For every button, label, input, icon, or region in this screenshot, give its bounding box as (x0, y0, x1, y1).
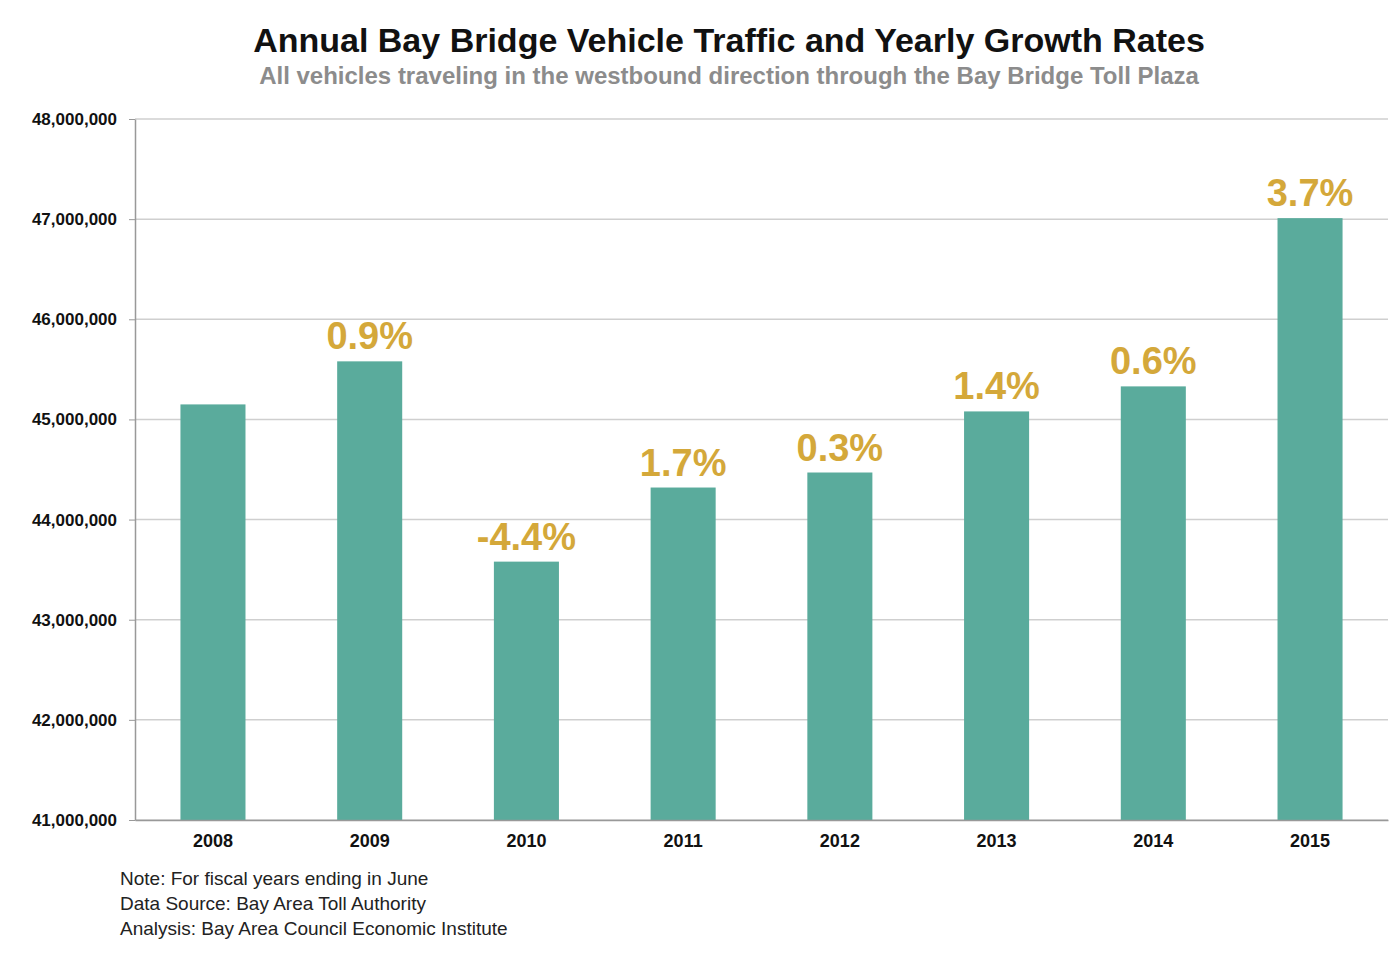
note: Analysis: Bay Area Council Economic Inst… (120, 918, 508, 939)
y-tick-label: 48,000,000 (32, 110, 117, 129)
x-tick-label: 2014 (1133, 831, 1173, 851)
growth-labels: 0.9% -4.4% 1.7% 0.3% 1.4% 0.6% 3.7% (326, 172, 1353, 557)
y-tick-label: 46,000,000 (32, 310, 117, 329)
x-tick-label: 2011 (664, 831, 703, 851)
x-tick-label: 2015 (1290, 831, 1330, 851)
y-tick: 44,000,000 (32, 511, 135, 530)
x-tick-label: 2010 (506, 831, 546, 851)
x-axis-line (136, 820, 1389, 822)
bar (807, 473, 872, 820)
grid-line (135, 118, 1388, 120)
y-tick-mark (129, 319, 135, 320)
growth-label: 1.7% (640, 442, 727, 484)
growth-label: 0.6% (1110, 340, 1197, 382)
y-tick: 46,000,000 (32, 310, 135, 329)
bar (180, 404, 245, 820)
note: Note: For fiscal years ending in June (120, 868, 428, 889)
y-tick: 43,000,000 (32, 611, 135, 630)
grid (135, 119, 1388, 820)
notes: Note: For fiscal years ending in June Dat… (120, 868, 508, 939)
x-tick: 2008 (193, 820, 233, 851)
subtitle: All vehicles traveling in the westbound … (259, 62, 1199, 89)
bar (494, 562, 559, 820)
y-tick-label: 44,000,000 (32, 511, 117, 530)
y-tick: 45,000,000 (32, 410, 135, 429)
y-tick-mark (129, 620, 135, 621)
y-axis-line (135, 120, 137, 821)
y-tick-mark (129, 419, 135, 420)
growth-label: -4.4% (477, 516, 576, 558)
grid-line (135, 819, 1388, 821)
x-tick-label: 2009 (350, 831, 390, 851)
y-tick-label: 43,000,000 (32, 611, 117, 630)
x-tick-label: 2012 (820, 831, 860, 851)
y-tick: 42,000,000 (32, 711, 135, 730)
x-tick-label: 2013 (977, 831, 1017, 851)
x-tick: 2011 (664, 820, 703, 851)
growth-label: 1.4% (953, 365, 1040, 407)
y-tick-label: 47,000,000 (32, 210, 117, 229)
x-tick: 2014 (1133, 820, 1173, 851)
x-tick-label: 2008 (193, 831, 233, 851)
grid-line (135, 319, 1388, 321)
x-tick: 2009 (350, 820, 390, 851)
growth-label: 3.7% (1267, 172, 1354, 214)
plot: 41,000,000 42,000,000 43,000,000 44,000,000… (32, 110, 1389, 851)
bar (651, 488, 716, 820)
y-tick-mark (129, 820, 135, 821)
growth-label: 0.3% (797, 427, 884, 469)
note: Data Source: Bay Area Toll Authority (120, 893, 426, 914)
bar (337, 361, 402, 820)
y-tick-mark (129, 219, 135, 220)
chart: Annual Bay Bridge Vehicle Traffic and Ye… (0, 0, 1400, 953)
title: Annual Bay Bridge Vehicle Traffic and Ye… (253, 21, 1205, 59)
x-tick: 2015 (1290, 820, 1330, 851)
bar (1278, 218, 1343, 820)
y-tick: 41,000,000 (32, 811, 135, 830)
x-tick: 2012 (820, 820, 860, 851)
y-tick-mark (129, 720, 135, 721)
y-tick-mark (129, 520, 135, 521)
y-tick: 48,000,000 (32, 110, 135, 129)
y-tick-label: 41,000,000 (32, 811, 117, 830)
x-axis: 2008 2009 2010 2011 2012 2013 2014 2015 (136, 820, 1389, 851)
y-tick: 47,000,000 (32, 210, 135, 229)
x-tick: 2010 (506, 820, 546, 851)
grid-line (135, 218, 1388, 220)
y-tick-label: 45,000,000 (32, 410, 117, 429)
bar (964, 411, 1029, 820)
y-tick-label: 42,000,000 (32, 711, 117, 730)
growth-label: 0.9% (326, 315, 413, 357)
bars (180, 218, 1342, 820)
bar (1121, 386, 1186, 820)
grid-line (135, 719, 1388, 721)
grid-line (135, 619, 1388, 621)
y-tick-mark (129, 119, 135, 120)
grid-line (135, 419, 1388, 421)
y-axis: 41,000,000 42,000,000 43,000,000 44,000,000… (32, 110, 136, 830)
x-tick: 2013 (977, 820, 1017, 851)
grid-line (135, 519, 1388, 521)
